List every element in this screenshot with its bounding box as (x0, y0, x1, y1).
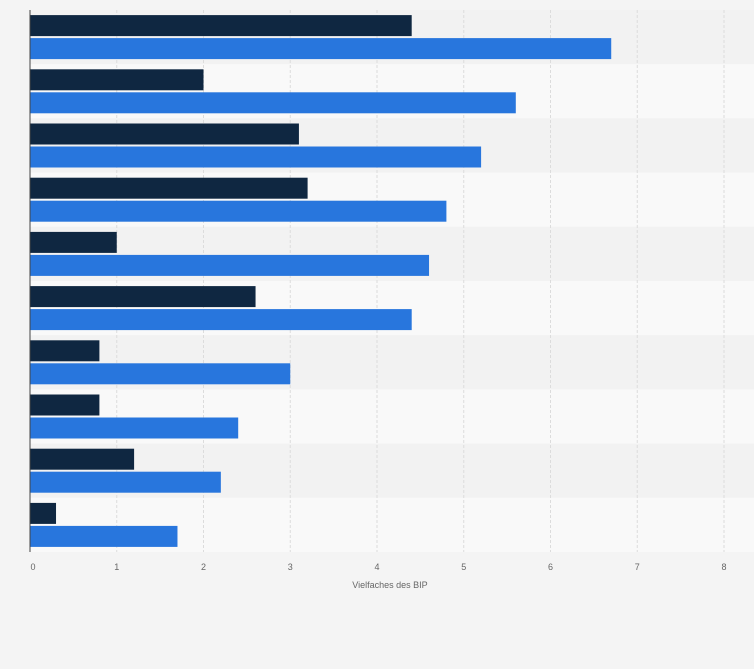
bar-series-2 (30, 471, 221, 493)
x-tick-label: 5 (461, 562, 466, 572)
x-tick-label: 4 (374, 562, 379, 572)
x-tick-label: 8 (721, 562, 726, 572)
bar-series-2 (30, 363, 291, 385)
x-tick-label: 1 (114, 562, 119, 572)
bar-series-1 (30, 231, 117, 253)
bar-series-1 (30, 123, 299, 145)
row-bands (30, 10, 754, 552)
bar-series-2 (30, 525, 178, 547)
bar-series-1 (30, 394, 100, 416)
bar-series-1 (30, 448, 135, 470)
bar-series-2 (30, 200, 447, 222)
bar-series-2 (30, 92, 516, 114)
bar-series-2 (30, 254, 430, 276)
x-tick-label: 3 (288, 562, 293, 572)
bar-series-2 (30, 38, 612, 60)
bar-series-1 (30, 69, 204, 91)
x-tick-label: 2 (201, 562, 206, 572)
bar-series-1 (30, 177, 308, 199)
bar-series-2 (30, 309, 412, 331)
bars (30, 15, 612, 547)
bar-series-2 (30, 417, 239, 439)
bar-series-1 (30, 502, 57, 524)
bar-series-2 (30, 146, 482, 168)
x-tick-label: 0 (30, 562, 35, 572)
bar-series-1 (30, 15, 412, 37)
bar-series-1 (30, 286, 256, 308)
bar-series-1 (30, 340, 100, 362)
x-tick-label: 6 (548, 562, 553, 572)
x-axis-title: Vielfaches des BIP (352, 580, 427, 590)
x-tick-labels: 0 1 2 3 4 5 6 7 8 (30, 562, 726, 572)
x-tick-label: 7 (635, 562, 640, 572)
